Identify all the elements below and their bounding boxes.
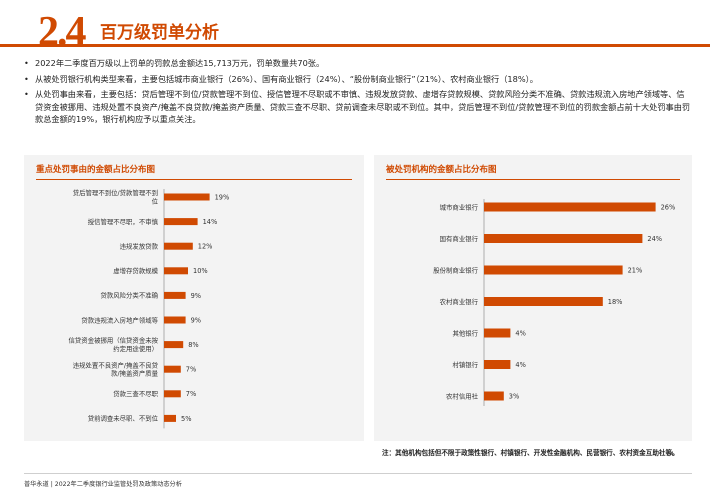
footer-text: 普华永道 | 2022年二季度银行业监管处罚及政策动态分析 xyxy=(24,481,182,488)
panel-rule xyxy=(386,179,680,180)
data-label: 3% xyxy=(509,392,519,400)
category-label: 位 xyxy=(152,197,159,206)
header-rule xyxy=(0,44,710,47)
bullet-item: 从被处罚银行机构类型来看，主要包括城市商业银行（26%）、国有商业银行（24%）… xyxy=(24,73,692,86)
category-label: 违规处置不良资产/掩盖不良贷 xyxy=(73,360,159,369)
data-label: 19% xyxy=(215,193,230,201)
data-label: 18% xyxy=(608,298,623,306)
bar xyxy=(484,265,623,275)
institution-chart-panel: 被处罚机构的金额占比分布图 26% 城市商业银行 24% 国有商业银行 21% 股份制商业… xyxy=(374,155,692,441)
data-label: 14% xyxy=(203,218,218,226)
category-label: 贷款违规流入房地产领域等 xyxy=(81,315,158,324)
bar xyxy=(484,360,511,369)
category-label: 其他银行 xyxy=(452,328,478,337)
data-label: 10% xyxy=(193,267,208,275)
bar xyxy=(164,414,176,422)
category-label: 信贷资金被挪用（信贷资金未按 xyxy=(69,336,159,345)
data-label: 7% xyxy=(186,366,196,374)
bar xyxy=(164,341,184,349)
category-label: 股份制商业银行 xyxy=(433,265,478,274)
page-title: 百万级罚单分析 xyxy=(100,23,219,43)
institution-chart-title: 被处罚机构的金额占比分布图 xyxy=(386,165,497,175)
category-label: 约定用途使用） xyxy=(113,344,158,353)
data-label: 12% xyxy=(198,243,213,251)
bar xyxy=(164,365,181,373)
category-label: 村镇银行 xyxy=(452,360,478,369)
category-label: 贷前调查未尽职、不到位 xyxy=(88,414,159,423)
data-label: 4% xyxy=(515,361,525,369)
bullet-item: 从处罚事由来看，主要包括：贷后管理不到位/贷款管理不到位、授信管理不尽职或不审慎… xyxy=(24,88,692,126)
data-label: 5% xyxy=(181,415,191,423)
bar xyxy=(164,390,181,398)
category-label: 款/掩盖资产质量 xyxy=(111,369,158,378)
category-label: 城市商业银行 xyxy=(440,202,479,211)
bar xyxy=(164,316,186,324)
bar xyxy=(164,267,188,275)
data-label: 4% xyxy=(515,329,525,337)
summary-bullets: 2022年二季度百万级以上罚单的罚款总金额达15,713万元，罚单数量共70张。… xyxy=(24,57,692,129)
category-label: 违规发放贷款 xyxy=(120,242,159,251)
data-label: 26% xyxy=(661,203,676,211)
bar xyxy=(484,297,603,306)
bar xyxy=(164,218,198,226)
bar xyxy=(484,202,656,212)
category-label: 贷后管理不到位/贷款管理不到 xyxy=(73,188,158,197)
institution-bar-chart: 26% 城市商业银行 24% 国有商业银行 21% 股份制商业银行 18% 农村商业银行 4% 其… xyxy=(433,199,676,406)
bar xyxy=(164,193,210,201)
reason-bar-chart: 19% 贷后管理不到位/贷款管理不到位 14% 授信管理不尽职，不审慎 12% 违规发放贷… xyxy=(69,188,230,429)
category-label: 贷款风险分类不准确 xyxy=(100,291,158,300)
reason-chart-title: 重点处罚事由的金额占比分布图 xyxy=(36,165,156,175)
data-label: 24% xyxy=(647,235,662,243)
chart-note: 注：其他机构包括但不限于政策性银行、村镇银行、开发性金融机构、民营银行、农村资金… xyxy=(382,449,679,457)
footer-rule xyxy=(24,473,692,474)
data-label: 9% xyxy=(191,292,201,300)
category-label: 虚增存贷款规模 xyxy=(113,266,158,275)
category-label: 农村商业银行 xyxy=(440,297,479,306)
bar xyxy=(484,391,504,401)
category-label: 农村信用社 xyxy=(446,391,479,400)
data-label: 7% xyxy=(186,390,196,398)
data-label: 8% xyxy=(188,341,198,349)
bullet-item: 2022年二季度百万级以上罚单的罚款总金额达15,713万元，罚单数量共70张。 xyxy=(24,57,692,70)
data-label: 21% xyxy=(628,266,643,274)
bar xyxy=(164,291,186,299)
reason-chart-panel: 重点处罚事由的金额占比分布图 19% 贷后管理不到位/贷款管理不到位 14% 授信管理… xyxy=(24,155,364,441)
bar xyxy=(484,328,511,338)
data-label: 9% xyxy=(191,316,201,324)
bar xyxy=(164,242,193,250)
panel-rule xyxy=(36,179,352,180)
category-label: 贷款三查不尽职 xyxy=(113,389,158,398)
category-label: 授信管理不尽职，不审慎 xyxy=(88,217,159,226)
category-label: 国有商业银行 xyxy=(440,234,479,243)
bar xyxy=(484,234,643,243)
page-number: 14 xyxy=(665,450,674,458)
